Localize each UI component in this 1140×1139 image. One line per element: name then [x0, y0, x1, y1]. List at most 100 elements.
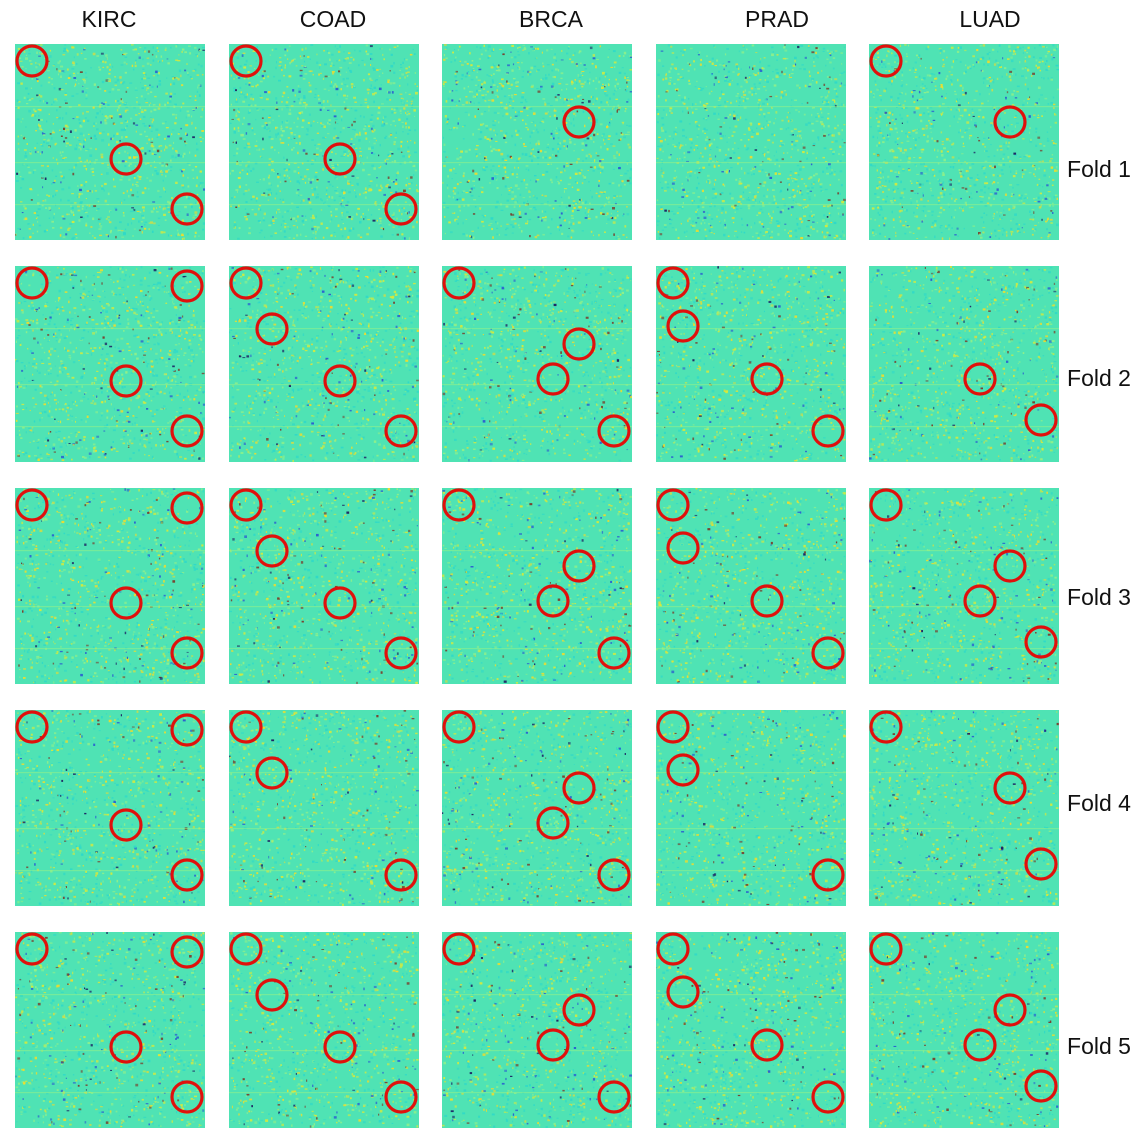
highlight-circle — [869, 488, 903, 522]
highlight-circle — [442, 488, 476, 522]
row-label-fold-2: Fold 2 — [1058, 365, 1140, 392]
heatmap-image — [656, 266, 846, 462]
highlight-circle — [993, 105, 1027, 139]
heatmap-panel-brca-fold-1 — [442, 44, 632, 240]
row-label-fold-1: Fold 1 — [1058, 156, 1140, 183]
highlight-circle — [109, 364, 143, 398]
column-label-luad: LUAD — [895, 6, 1085, 33]
highlight-circle — [597, 636, 631, 670]
heatmap-panel-coad-fold-4 — [229, 710, 419, 906]
heatmap-panel-prad-fold-3 — [656, 488, 846, 684]
heatmap-background — [229, 44, 419, 240]
highlight-circle — [597, 414, 631, 448]
highlight-circle — [666, 531, 700, 565]
row-label-fold-4: Fold 4 — [1058, 790, 1140, 817]
highlight-circle — [963, 1028, 997, 1062]
heatmap-panel-brca-fold-3 — [442, 488, 632, 684]
heatmap-image — [15, 488, 205, 684]
highlight-circle — [170, 414, 204, 448]
highlight-circle — [963, 584, 997, 618]
highlight-circle — [536, 1028, 570, 1062]
heatmap-panel-kirc-fold-3 — [15, 488, 205, 684]
heatmap-background — [656, 266, 846, 462]
heatmap-texture — [229, 710, 419, 906]
heatmap-texture — [869, 44, 1059, 240]
highlight-circle — [109, 586, 143, 620]
heatmap-image — [869, 932, 1059, 1128]
highlight-circle — [109, 808, 143, 842]
column-label-kirc: KIRC — [14, 6, 204, 33]
heatmap-image — [869, 44, 1059, 240]
highlight-circle — [229, 44, 263, 78]
highlight-circle — [656, 710, 690, 744]
heatmap-panel-brca-fold-4 — [442, 710, 632, 906]
heatmap-panel-brca-fold-2 — [442, 266, 632, 462]
highlight-circle — [229, 488, 263, 522]
heatmap-texture — [656, 710, 846, 906]
heatmap-texture — [442, 488, 632, 684]
highlight-circle — [255, 312, 289, 346]
highlight-circle — [1024, 847, 1058, 881]
highlight-circle — [1024, 1069, 1058, 1103]
heatmap-panel-prad-fold-1 — [656, 44, 846, 240]
highlight-circle — [15, 710, 49, 744]
heatmap-background — [869, 44, 1059, 240]
highlight-circle — [323, 586, 357, 620]
highlight-circle — [811, 858, 845, 892]
highlight-circle — [597, 1080, 631, 1114]
heatmap-image — [656, 488, 846, 684]
highlight-circle — [109, 142, 143, 176]
heatmap-image — [442, 710, 632, 906]
heatmap-texture — [869, 488, 1059, 684]
highlight-circle — [1024, 625, 1058, 659]
highlight-circle — [656, 932, 690, 966]
highlight-circle — [384, 636, 418, 670]
heatmap-image — [229, 266, 419, 462]
highlight-circle — [993, 993, 1027, 1027]
highlight-circle — [15, 932, 49, 966]
highlight-circle — [993, 549, 1027, 583]
highlight-circle — [323, 142, 357, 176]
highlight-circle — [562, 993, 596, 1027]
highlight-circle — [536, 584, 570, 618]
heatmap-image — [15, 266, 205, 462]
highlight-circle — [442, 266, 476, 300]
highlight-circle — [15, 44, 49, 78]
highlight-circle — [170, 491, 204, 525]
heatmap-panel-coad-fold-1 — [229, 44, 419, 240]
heatmap-panel-kirc-fold-1 — [15, 44, 205, 240]
heatmap-image — [869, 266, 1059, 462]
heatmap-image — [229, 710, 419, 906]
heatmap-texture — [442, 710, 632, 906]
heatmap-image — [442, 488, 632, 684]
heatmap-image — [15, 710, 205, 906]
heatmap-panel-luad-fold-2 — [869, 266, 1059, 462]
heatmap-background — [442, 488, 632, 684]
highlight-circle — [170, 858, 204, 892]
highlight-circle — [656, 488, 690, 522]
highlight-circle — [255, 534, 289, 568]
heatmap-panel-prad-fold-5 — [656, 932, 846, 1128]
heatmap-texture — [15, 488, 205, 684]
heatmap-image — [229, 44, 419, 240]
column-label-coad: COAD — [238, 6, 428, 33]
highlight-circle — [323, 1030, 357, 1064]
heatmap-image — [656, 44, 846, 240]
highlight-circle — [536, 806, 570, 840]
highlight-circle — [963, 362, 997, 396]
heatmap-texture — [656, 932, 846, 1128]
highlight-circle — [666, 975, 700, 1009]
heatmap-image — [656, 710, 846, 906]
highlight-circle — [384, 858, 418, 892]
highlight-circle — [255, 978, 289, 1012]
highlight-circle — [750, 362, 784, 396]
highlight-circle — [15, 488, 49, 522]
highlight-circle — [562, 105, 596, 139]
heatmap-background — [656, 488, 846, 684]
highlight-circle — [993, 771, 1027, 805]
highlight-circle — [750, 1028, 784, 1062]
heatmap-image — [229, 488, 419, 684]
highlight-circle — [255, 756, 289, 790]
heatmap-texture — [869, 266, 1059, 462]
heatmap-panel-kirc-fold-2 — [15, 266, 205, 462]
